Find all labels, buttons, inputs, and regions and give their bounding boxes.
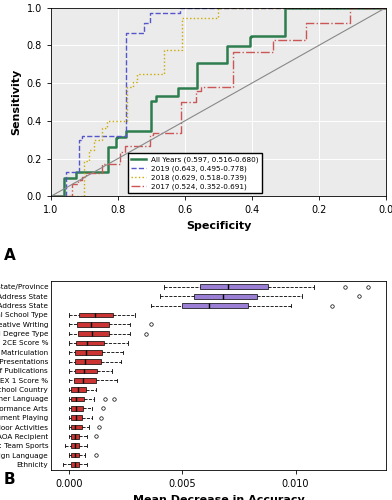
Legend: All Years (0.597, 0.516-0.680), 2019 (0.643, 0.495-0.778), 2018 (0.629, 0.518-0.: All Years (0.597, 0.516-0.680), 2019 (0.… [128,154,262,192]
Bar [194,294,257,298]
Bar [77,322,109,326]
Text: A: A [4,248,16,262]
X-axis label: Specificity: Specificity [186,221,251,231]
Bar [71,424,82,430]
Bar [75,350,102,354]
Y-axis label: Sensitivity: Sensitivity [11,69,21,135]
Bar [71,434,79,438]
Bar [71,416,82,420]
Bar [182,303,248,308]
Text: B: B [4,472,16,488]
Bar [71,462,79,466]
Bar [74,378,96,382]
X-axis label: Mean Decrease in Accuracy: Mean Decrease in Accuracy [132,494,305,500]
Bar [71,396,84,402]
Bar [200,284,269,289]
Bar [71,444,79,448]
Bar [75,368,97,374]
Bar [71,452,79,458]
Bar [75,360,101,364]
Bar [79,312,113,317]
Bar [78,331,109,336]
Bar [76,340,104,345]
Bar [71,388,86,392]
Bar [71,406,83,410]
